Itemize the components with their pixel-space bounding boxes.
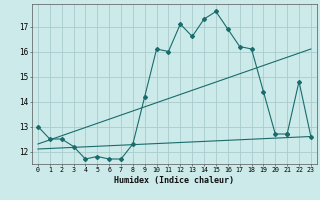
X-axis label: Humidex (Indice chaleur): Humidex (Indice chaleur) (115, 176, 234, 185)
